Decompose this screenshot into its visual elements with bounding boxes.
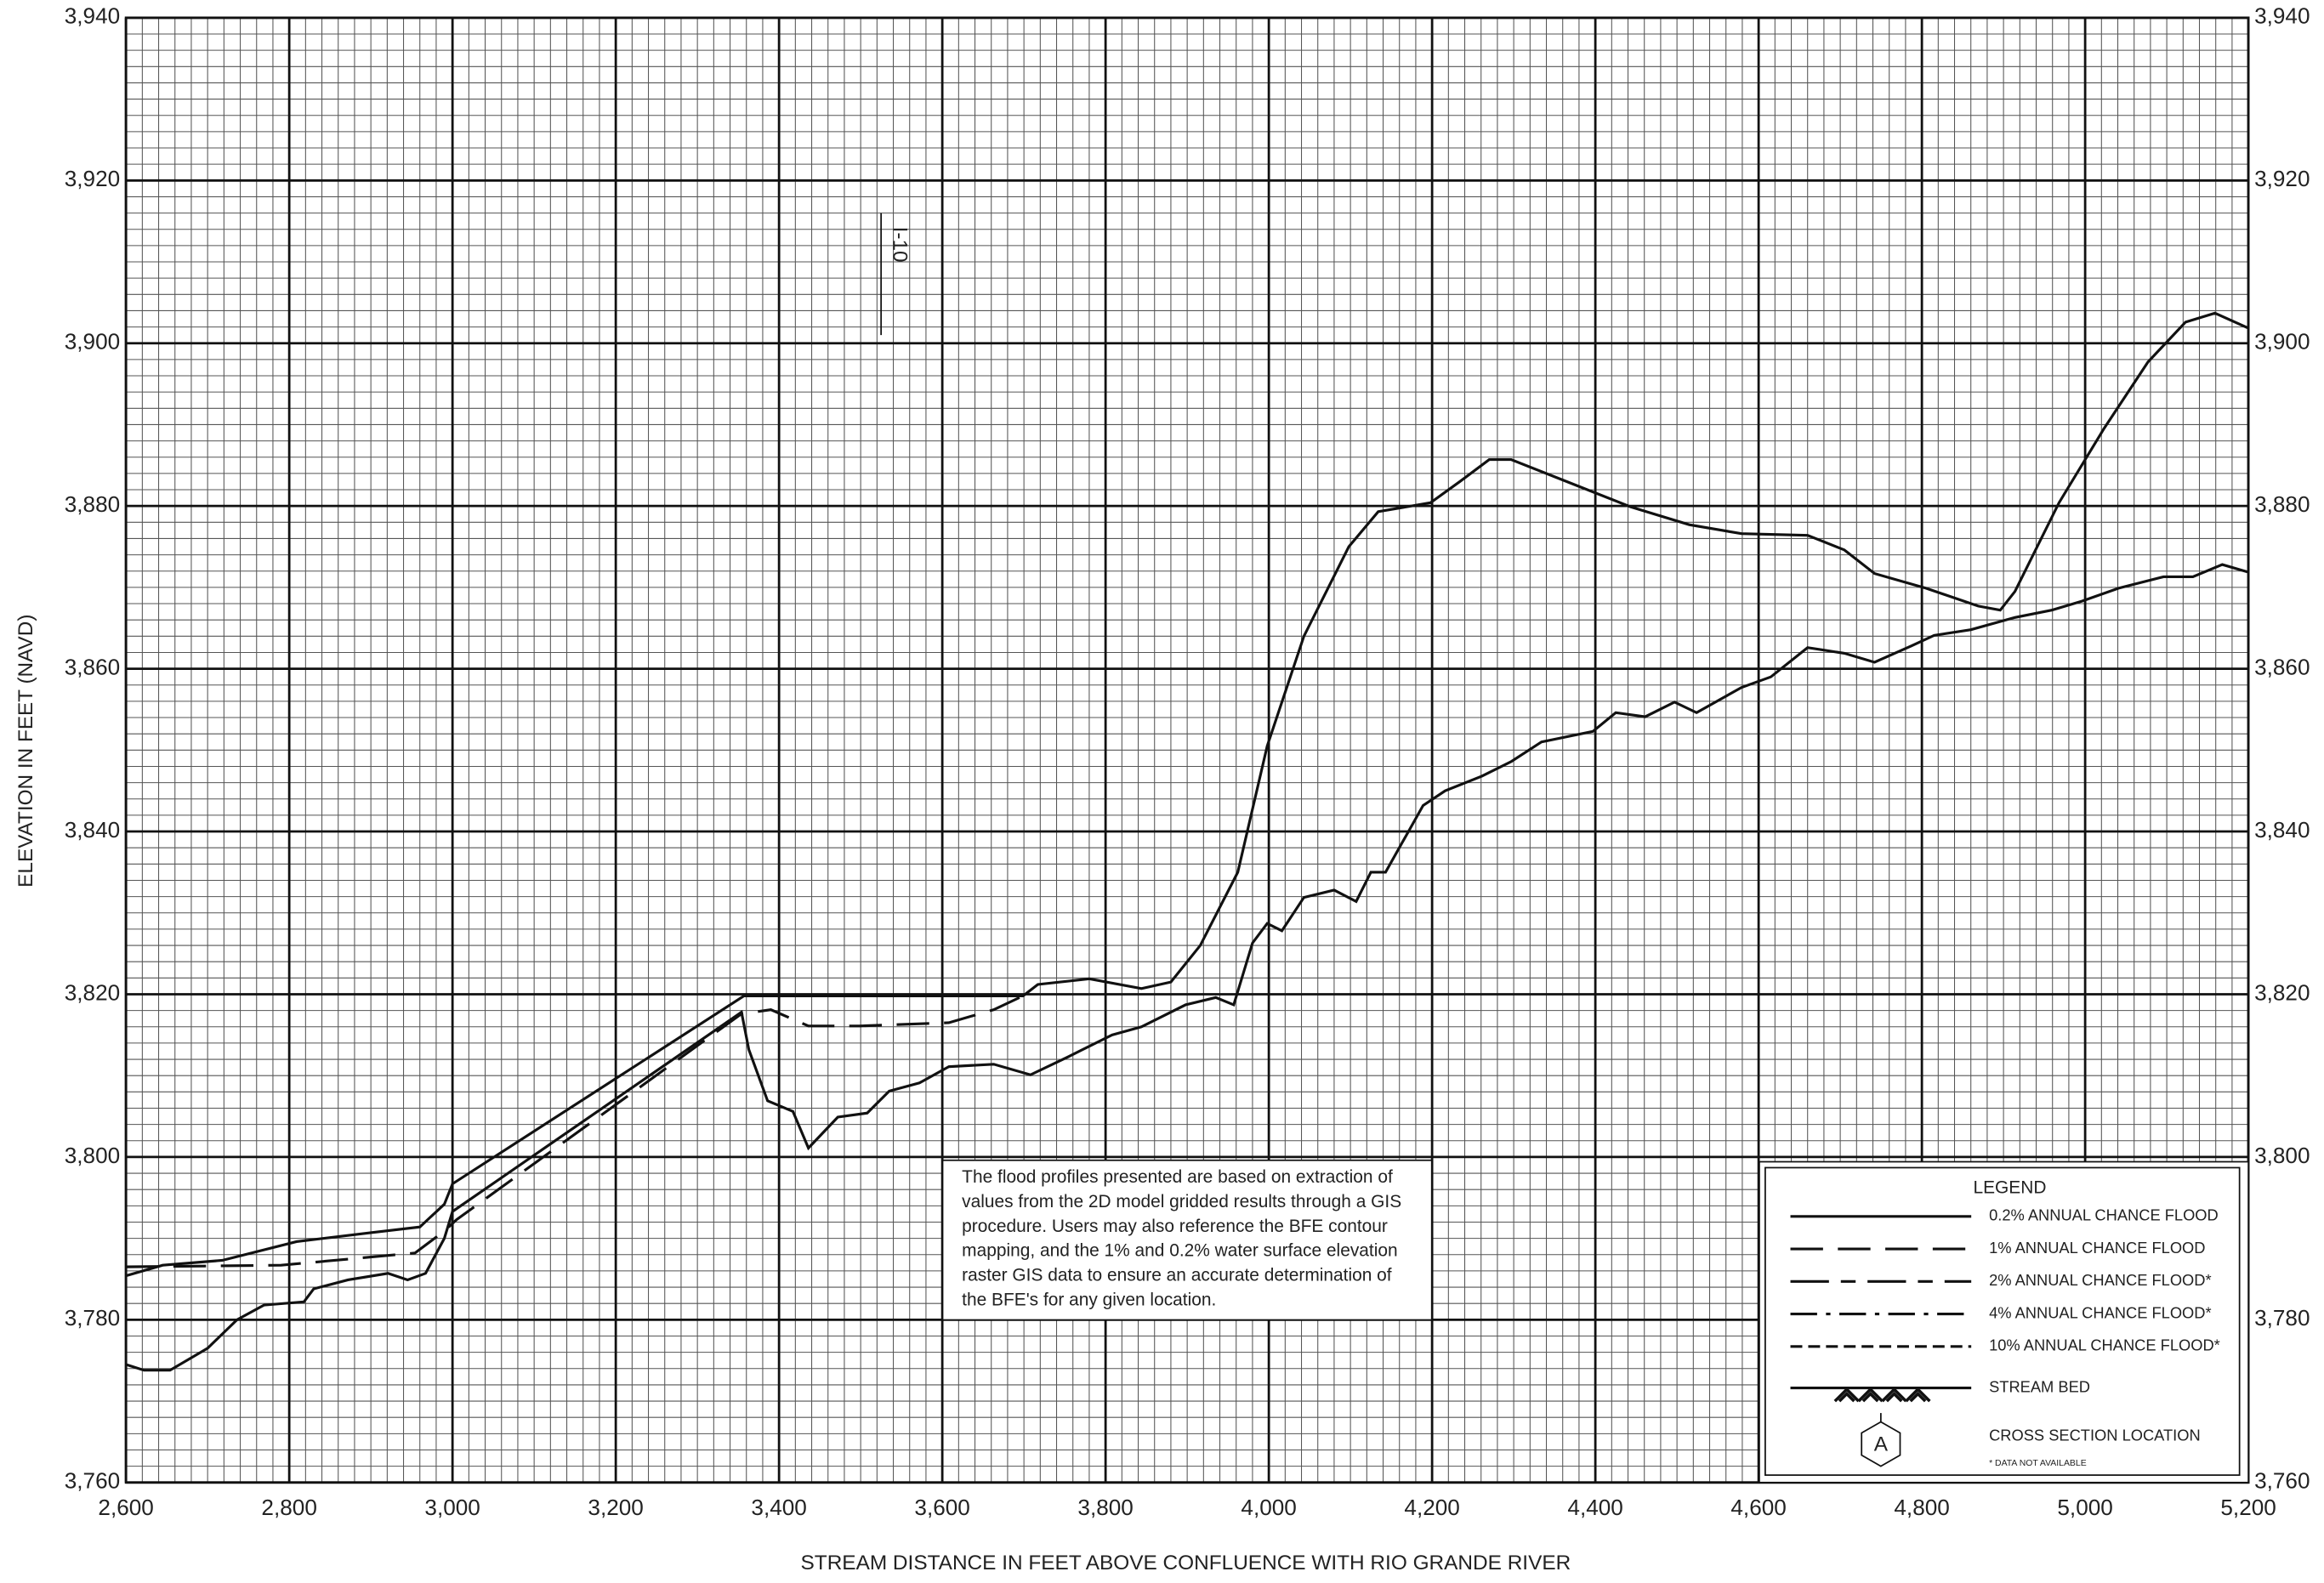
stream-bed-hatch (1833, 1387, 1931, 1403)
y2-tick-label: 3,760 (2254, 1468, 2310, 1494)
x-tick-label: 3,400 (751, 1495, 806, 1520)
legend-label: CROSS SECTION LOCATION (1989, 1427, 2201, 1444)
note-text: values from the 2D model gridded results… (962, 1192, 1401, 1211)
y2-tick-label: 3,880 (2254, 491, 2310, 517)
annotation-label: I-10 (889, 227, 912, 263)
flood-profile-line (125, 563, 2248, 1372)
y-tick-label: 3,800 (65, 1143, 120, 1168)
legend-inner (1764, 1166, 2241, 1476)
y-tick-label: 3,760 (65, 1468, 120, 1494)
y-tick-label: 3,860 (65, 655, 120, 680)
y2-tick-label: 3,940 (2254, 3, 2310, 29)
note-text: raster GIS data to ensure an accurate de… (962, 1266, 1392, 1285)
x-tick-label: 3,200 (588, 1495, 643, 1520)
y-axis-label: ELEVATION IN FEET (NAVD) (14, 615, 37, 888)
x-tick-label: 5,200 (2220, 1495, 2276, 1520)
legend-label: 1% ANNUAL CHANCE FLOOD (1989, 1239, 2205, 1257)
y2-tick-label: 3,800 (2254, 1143, 2310, 1168)
x-tick-label: 2,800 (261, 1495, 316, 1520)
y-tick-label: 3,820 (65, 979, 120, 1005)
note-text: The flood profiles presented are based o… (962, 1167, 1393, 1187)
legend-label: 10% ANNUAL CHANCE FLOOD* (1989, 1336, 2220, 1354)
x-tick-label: 3,600 (914, 1495, 969, 1520)
x-tick-label: 4,800 (1894, 1495, 1949, 1520)
x-tick-label: 2,600 (98, 1495, 153, 1520)
x-tick-label: 3,000 (424, 1495, 480, 1520)
y2-tick-label: 3,780 (2254, 1305, 2310, 1331)
y2-tick-label: 3,840 (2254, 817, 2310, 843)
y2-tick-label: 3,860 (2254, 655, 2310, 680)
y-tick-label: 3,940 (65, 3, 120, 29)
cross-section-symbol (1861, 1421, 1901, 1467)
note-text: the BFE's for any given location. (962, 1290, 1216, 1309)
y2-tick-label: 3,920 (2254, 166, 2310, 191)
legend-footnote: * DATA NOT AVAILABLE (1989, 1459, 2087, 1468)
y-tick-label: 3,920 (65, 166, 120, 191)
legend-label: STREAM BED (1989, 1377, 2090, 1395)
note-text: mapping, and the 1% and 0.2% water surfa… (962, 1241, 1397, 1261)
note-box (941, 1159, 1433, 1321)
legend-label: 4% ANNUAL CHANCE FLOOD* (1989, 1303, 2212, 1321)
cross-section-letter: A (1874, 1433, 1889, 1456)
x-tick-label: 4,200 (1404, 1495, 1459, 1520)
x-tick-label: 5,000 (2057, 1495, 2112, 1520)
y-tick-label: 3,900 (65, 329, 120, 355)
y2-tick-label: 3,820 (2254, 979, 2310, 1005)
flood-profile-line (126, 994, 1024, 1268)
plot-frame (124, 16, 2250, 1484)
note-text: procedure. Users may also reference the … (962, 1217, 1388, 1236)
x-tick-label: 4,600 (1730, 1495, 1786, 1520)
y-tick-label: 3,840 (65, 817, 120, 843)
x-axis-label: STREAM DISTANCE IN FEET ABOVE CONFLUENCE… (801, 1552, 1571, 1574)
y-tick-label: 3,780 (65, 1305, 120, 1331)
legend-label: 2% ANNUAL CHANCE FLOOD* (1989, 1271, 2212, 1289)
legend-title: LEGEND (1974, 1177, 2047, 1197)
y2-tick-label: 3,900 (2254, 329, 2310, 355)
x-tick-label: 4,400 (1567, 1495, 1622, 1520)
x-tick-label: 4,000 (1241, 1495, 1296, 1520)
flood-profile-line (125, 311, 2248, 1278)
x-tick-label: 3,800 (1077, 1495, 1133, 1520)
legend-label: 0.2% ANNUAL CHANCE FLOOD (1989, 1206, 2219, 1224)
y-tick-label: 3,880 (65, 491, 120, 517)
